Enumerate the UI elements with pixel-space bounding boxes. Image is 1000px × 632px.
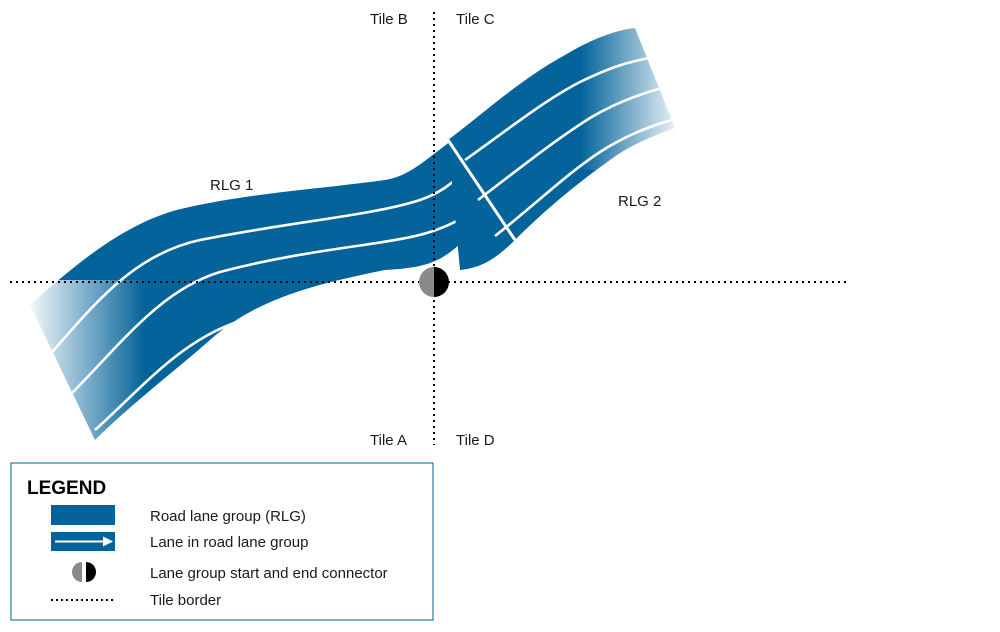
tile-c-label: Tile C	[456, 11, 495, 28]
tile-a-label: Tile A	[370, 432, 407, 449]
legend-title: LEGEND	[27, 478, 106, 499]
lane-group-connector	[419, 267, 449, 297]
connector-icon	[72, 562, 96, 582]
road-fade-right	[560, 20, 690, 170]
legend-item-tile-border: Tile border	[150, 592, 221, 609]
tile-d-label: Tile D	[456, 432, 495, 449]
legend-item-connector: Lane group start and end connector	[150, 565, 388, 582]
legend-item-road-lane-group: Road lane group (RLG)	[150, 508, 306, 525]
rlg-2-label: RLG 2	[618, 193, 661, 210]
tile-b-label: Tile B	[370, 11, 408, 28]
road-fade-left	[20, 280, 160, 450]
legend: LEGEND Road lane group (RLG) Lane in roa…	[10, 462, 434, 621]
legend-item-lane: Lane in road lane group	[150, 534, 308, 551]
rlg-1-label: RLG 1	[210, 177, 253, 194]
road-swatch-icon	[51, 505, 115, 525]
rlg-2-start-boundary	[446, 139, 517, 241]
